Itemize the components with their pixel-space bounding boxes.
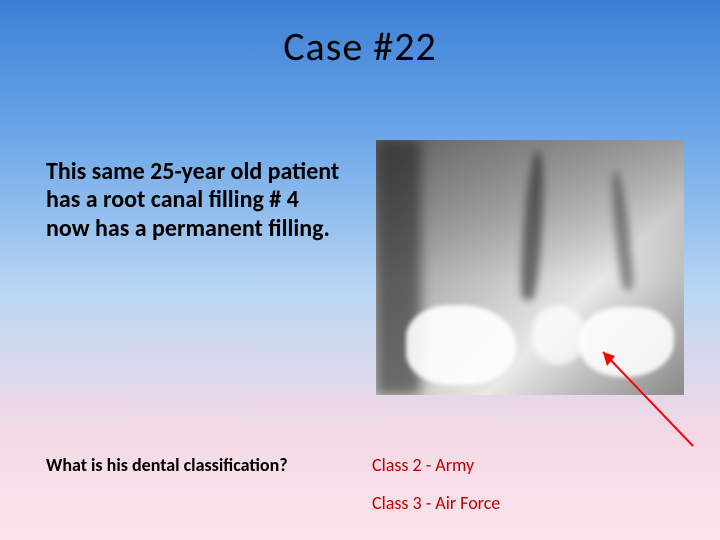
slide: Case #22 This same 25-year old patient h… — [0, 0, 720, 540]
answer-army: Class 2 - Army — [372, 454, 474, 476]
classification-question: What is his dental classification? — [46, 454, 288, 476]
xray-image — [376, 140, 684, 395]
case-description: This same 25-year old patient has a root… — [46, 158, 346, 243]
slide-title: Case #22 — [0, 22, 720, 71]
answer-airforce: Class 3 - Air Force — [372, 492, 500, 514]
